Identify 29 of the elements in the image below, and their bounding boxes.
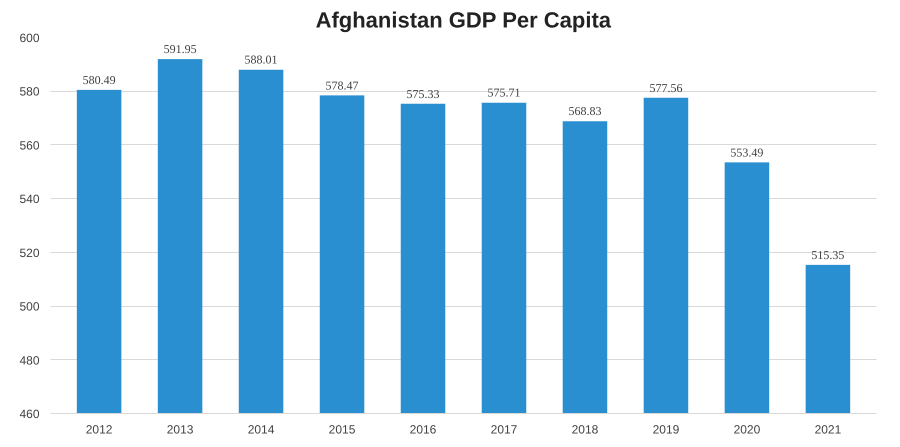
- x-tick-label: 2018: [572, 422, 599, 436]
- x-tick-label: 2017: [490, 422, 518, 436]
- y-tick-label: 560: [19, 138, 40, 152]
- data-label: 575.71: [487, 86, 520, 100]
- data-label: 580.49: [82, 72, 116, 87]
- y-tick-label: 600: [19, 31, 40, 45]
- x-tick-label: 2015: [328, 422, 356, 436]
- x-tick-label: 2013: [166, 422, 194, 436]
- y-tick-label: 500: [19, 300, 40, 314]
- data-label: 578.47: [326, 78, 359, 92]
- x-tick-label: 2021: [814, 422, 842, 436]
- y-tick-label: 540: [19, 192, 40, 206]
- chart-title: Afghanistan GDP Per Capita: [316, 8, 612, 32]
- x-tick-label: 2019: [652, 422, 680, 436]
- x-tick-label: 2012: [86, 422, 113, 436]
- data-label: 568.83: [568, 104, 602, 118]
- data-label: 575.33: [406, 86, 440, 101]
- data-label: 553.49: [730, 145, 764, 160]
- y-tick-label: 580: [19, 84, 40, 99]
- x-tick-label: 2014: [248, 422, 275, 436]
- y-tick-label: 520: [19, 246, 40, 260]
- data-label: 588.01: [244, 52, 278, 67]
- y-tick-label: 480: [19, 353, 40, 368]
- y-tick-label: 460: [19, 407, 40, 421]
- data-label: 591.95: [164, 42, 197, 56]
- x-tick-label: 2016: [410, 422, 437, 436]
- x-tick-label: 2020: [734, 422, 761, 436]
- data-label: 515.35: [811, 248, 844, 262]
- data-label: 577.56: [649, 80, 682, 95]
